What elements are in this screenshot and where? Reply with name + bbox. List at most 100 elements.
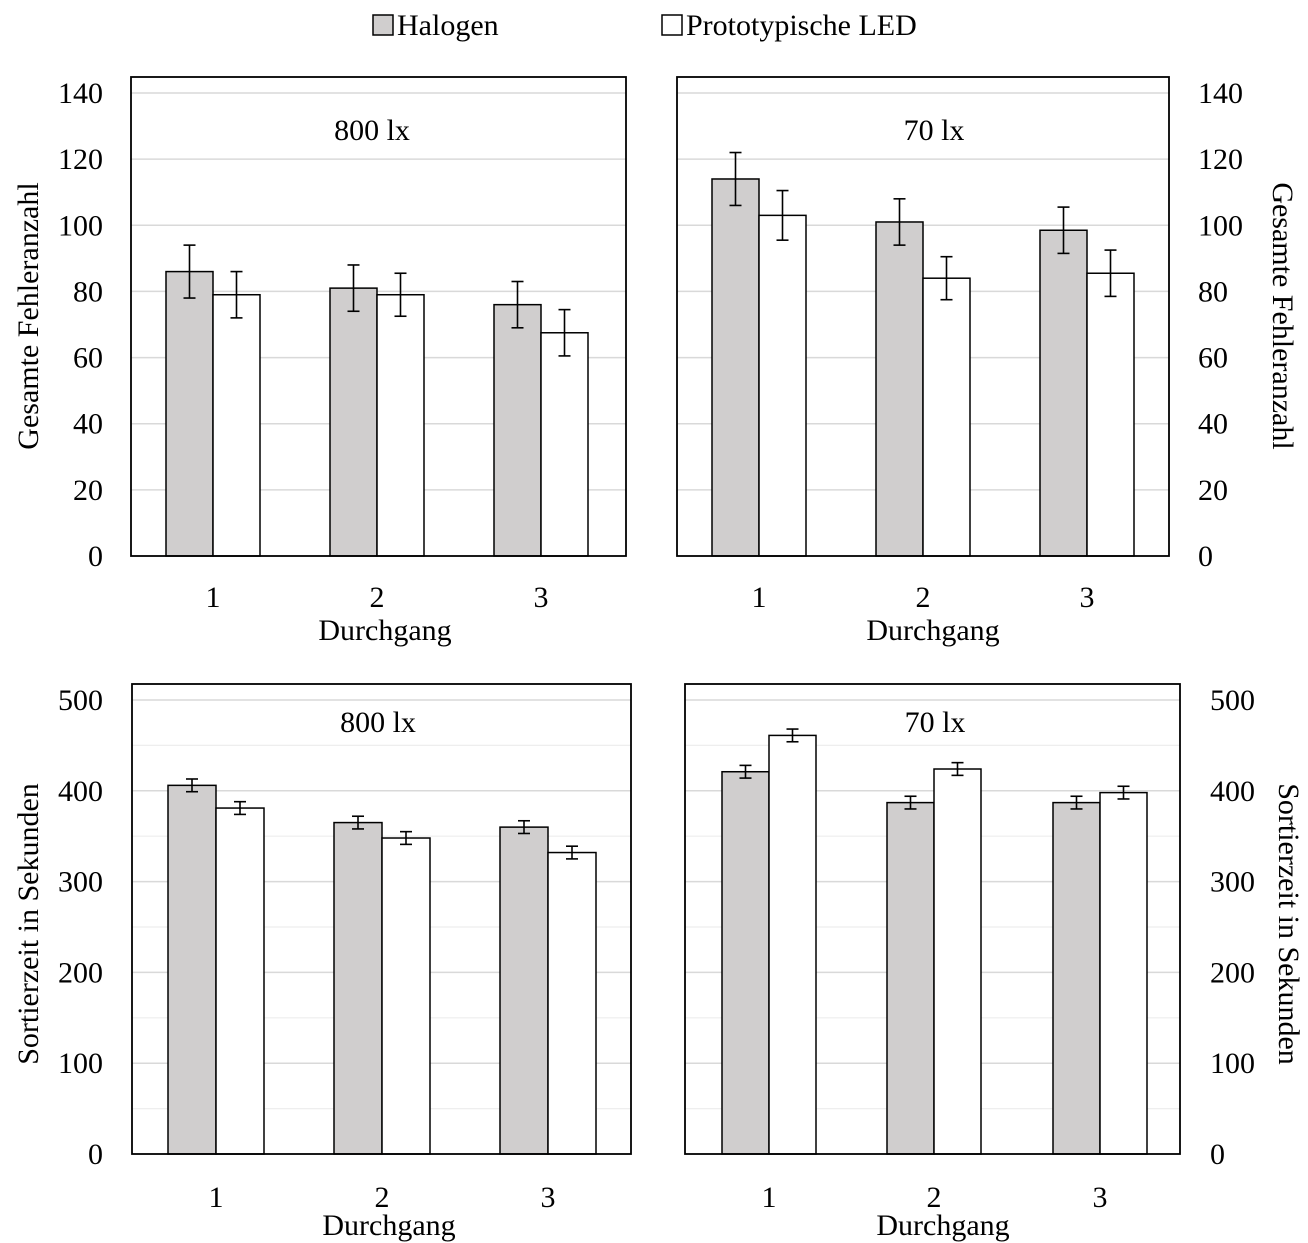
bar-halogen-3	[1052, 801, 1101, 1155]
y-tick-label: 40	[73, 408, 103, 441]
x-tick-label: 3	[1080, 581, 1095, 614]
y-tick-label: 500	[1210, 684, 1255, 717]
error-bar-halogen-2	[904, 795, 917, 810]
plot-frame	[131, 683, 632, 1155]
y-tick-label: 400	[1210, 775, 1255, 808]
x-tick-label: 2	[375, 1181, 390, 1214]
y-tick-label: 200	[58, 956, 103, 989]
error-bar-led-2	[394, 272, 407, 318]
y-tick-label: 0	[1210, 1138, 1225, 1171]
legend: Halogen Prototypische LED	[372, 9, 917, 42]
error-bar-led-1	[786, 728, 799, 743]
x-axis-label: Durchgang	[876, 1209, 1009, 1242]
plot-frame	[676, 76, 1170, 557]
bar-halogen-3	[1039, 229, 1088, 557]
error-bar-halogen-3	[511, 280, 524, 329]
bar-halogen-1	[711, 178, 760, 557]
error-bar-halogen-1	[183, 244, 196, 299]
bar-halogen-2	[886, 801, 935, 1155]
y-tick-label: 400	[58, 775, 103, 808]
error-bar-halogen-2	[352, 815, 364, 830]
y-tick-label: 300	[1210, 866, 1255, 899]
error-bar-led-2	[400, 830, 412, 846]
x-tick-label: 1	[752, 581, 767, 614]
bar-halogen-1	[721, 770, 770, 1155]
y-tick-label: 100	[1198, 209, 1243, 242]
x-tick-label: 2	[916, 581, 931, 614]
bar-halogen-3	[493, 303, 542, 557]
error-bar-led-3	[566, 845, 578, 860]
y-tick-label: 20	[73, 474, 103, 507]
error-bar-led-3	[1117, 785, 1130, 800]
y-axis-label: Gesamte Fehleranzahl	[12, 182, 45, 449]
y-tick-label: 20	[1198, 474, 1228, 507]
y-tick-label: 120	[58, 143, 103, 176]
y-tick-label: 0	[1198, 540, 1213, 573]
error-bar-halogen-2	[893, 198, 906, 246]
legend-swatch-halogen	[372, 14, 394, 36]
bar-led-2	[933, 768, 982, 1155]
y-tick-label: 100	[1210, 1047, 1255, 1080]
x-tick-label: 3	[1093, 1181, 1108, 1214]
y-tick-label: 0	[88, 540, 103, 573]
error-bar-halogen-3	[1070, 795, 1083, 810]
x-tick-label: 1	[762, 1181, 777, 1214]
x-tick-label: 1	[209, 1181, 224, 1214]
x-axis-label: Durchgang	[318, 614, 451, 647]
y-tick-label: 300	[58, 866, 103, 899]
panel-annotation: 70 lx	[904, 114, 965, 147]
bar-led-2	[922, 277, 971, 557]
y-tick-label: 200	[1210, 956, 1255, 989]
y-tick-label: 40	[1198, 408, 1228, 441]
plot-frame	[684, 683, 1181, 1155]
y-tick-label: 500	[58, 684, 103, 717]
bar-led-3	[540, 332, 589, 557]
legend-swatch-led	[661, 14, 683, 36]
y-tick-label: 60	[73, 342, 103, 375]
y-tick-label: 60	[1198, 342, 1228, 375]
error-bar-led-3	[558, 308, 571, 357]
error-bar-led-3	[1104, 249, 1117, 298]
x-axis-label: Durchgang	[866, 614, 999, 647]
error-bar-halogen-2	[347, 264, 360, 313]
bar-led-3	[1099, 791, 1148, 1155]
error-bar-halogen-1	[186, 778, 198, 793]
bar-led-1	[212, 293, 261, 557]
error-bar-halogen-1	[729, 151, 742, 207]
bar-halogen-1	[167, 784, 217, 1155]
y-tick-label: 120	[1198, 143, 1243, 176]
bar-led-1	[768, 734, 817, 1155]
y-tick-label: 100	[58, 1047, 103, 1080]
y-tick-label: 140	[1198, 77, 1243, 110]
bar-led-2	[376, 293, 425, 557]
bar-led-1	[215, 807, 265, 1155]
bar-led-3	[547, 851, 597, 1155]
x-tick-label: 3	[534, 581, 549, 614]
error-bar-led-1	[776, 189, 789, 241]
bar-halogen-2	[329, 287, 378, 557]
error-bar-halogen-3	[1057, 206, 1070, 255]
error-bar-halogen-1	[739, 764, 752, 779]
bar-led-2	[381, 837, 431, 1155]
bar-halogen-2	[333, 821, 383, 1155]
x-axis-label: Durchgang	[322, 1209, 455, 1242]
y-axis-label: Sortierzeit in Sekunden	[12, 783, 45, 1065]
y-tick-label: 0	[88, 1138, 103, 1171]
legend-label-led: Prototypische LED	[686, 9, 917, 42]
legend-label-halogen: Halogen	[397, 9, 499, 42]
chart-bottom-right: 0 100 200 300 400 500 1 2 3 Durchgang Sortierzeit …	[684, 683, 1305, 1242]
chart-top-right: 0 20 40 60 80 100 120 140 1 2 3 Durchgang Gesamte Fe…	[676, 76, 1299, 647]
y-axis-label: Gesamte Fehleranzahl	[1266, 182, 1299, 449]
error-bar-led-2	[940, 255, 953, 301]
y-tick-label: 80	[73, 275, 103, 308]
bar-halogen-1	[165, 270, 214, 557]
panel-annotation: 800 lx	[340, 706, 416, 739]
y-tick-label: 140	[58, 77, 103, 110]
chart-bottom-left: 0 100 200 300 400 500 1 2 3 Durchgang Sortierzeit …	[12, 683, 632, 1242]
x-tick-label: 2	[370, 581, 385, 614]
x-tick-label: 3	[541, 1181, 556, 1214]
y-axis-label: Sortierzeit in Sekunden	[1272, 783, 1305, 1065]
x-tick-label: 1	[206, 581, 221, 614]
bar-halogen-3	[499, 826, 549, 1155]
